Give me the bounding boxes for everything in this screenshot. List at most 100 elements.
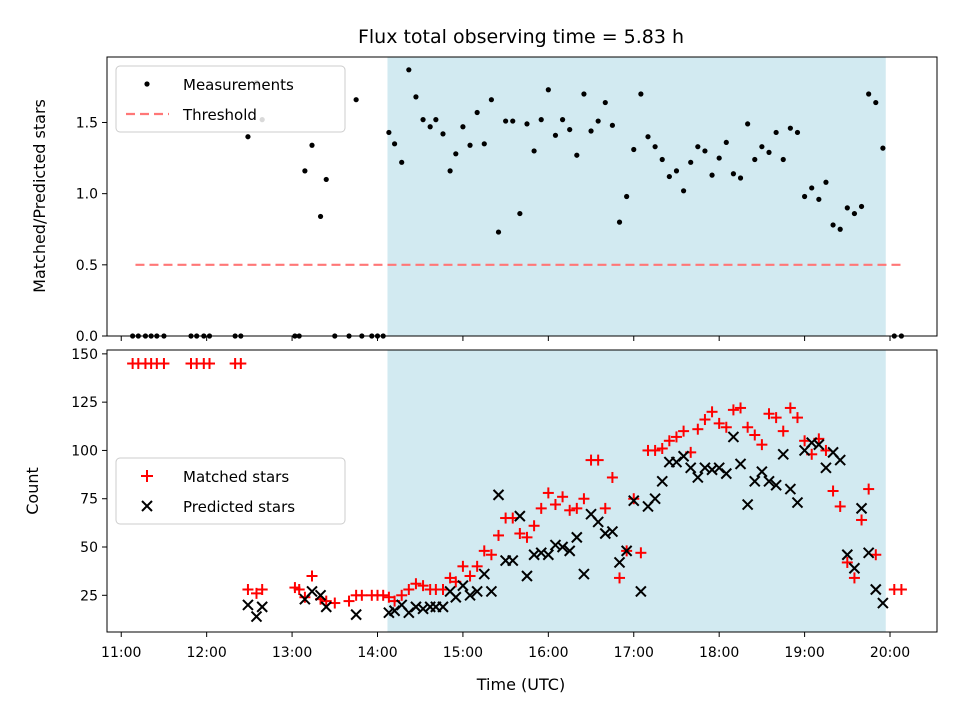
measurement-point [794, 129, 801, 136]
predicted-star-point [314, 589, 327, 602]
predicted-star-point [784, 483, 797, 495]
measurement-point [759, 144, 765, 150]
matched-star-point [343, 595, 355, 607]
measurement-point [851, 210, 858, 217]
predicted-star-point [535, 547, 547, 559]
predicted-star-point [692, 471, 704, 484]
matched-star-point [528, 520, 540, 532]
measurement-point [309, 142, 315, 148]
measurement-point [453, 151, 459, 157]
matched-star-point [863, 483, 875, 495]
predicted-star-point [492, 489, 505, 501]
measurement-point [406, 67, 412, 73]
top-legend-box [115, 65, 346, 133]
matched-star-point [635, 547, 647, 559]
matched-star-point [649, 444, 661, 456]
matched-star-point [749, 429, 761, 441]
matched-star-point [706, 406, 718, 418]
matched-star-point [856, 514, 868, 526]
matched-star-point [763, 408, 775, 420]
top-legend: Measurements Threshold [115, 65, 346, 133]
matched-star-point [777, 425, 789, 437]
predicted-star-point [563, 545, 576, 557]
predicted-star-point [813, 438, 825, 451]
measurement-point [652, 144, 658, 150]
matched-star-point [727, 404, 739, 416]
measurement-point [581, 91, 587, 97]
bottom-y-tick-label: 150 [71, 347, 98, 363]
matched-star-point [713, 417, 725, 429]
measurement-point [538, 117, 544, 123]
measurement-point [873, 99, 879, 106]
predicted-star-point [350, 608, 362, 621]
matched-star-point [493, 529, 505, 541]
measurement-point [730, 171, 737, 177]
x-tick-label: 12:00 [186, 645, 226, 661]
matched-star-point [235, 358, 247, 370]
measurement-point [801, 193, 808, 200]
measurement-point [447, 168, 453, 174]
measurement-point [323, 176, 329, 183]
measurement-point [673, 168, 680, 174]
predicted-star-point [649, 493, 661, 505]
matched-star-point [656, 443, 668, 455]
predicted-star-point [684, 462, 697, 474]
bottom-legend: Matched stars Predicted stars [115, 457, 346, 525]
legend-matched-marker [141, 470, 153, 482]
measurement-point [481, 141, 487, 147]
predicted-star-point [599, 527, 611, 540]
measurement-point [645, 134, 651, 140]
x-axis-label: Time (UTC) [476, 675, 565, 694]
measurement-point [880, 145, 886, 151]
matched-star-point [827, 485, 839, 497]
predicted-star-point [877, 597, 889, 609]
measurement-point [787, 125, 793, 131]
matched-star-point [799, 435, 811, 447]
predicted-star-point [250, 610, 263, 623]
measurement-point [302, 168, 308, 174]
measurement-point [624, 193, 630, 200]
measurement-point [680, 188, 687, 194]
top-y-tick-label: 1.5 [76, 115, 98, 131]
measurement-point [517, 210, 523, 217]
predicted-star-point [770, 479, 782, 491]
matched-star-point [478, 545, 490, 557]
predicted-star-point [820, 462, 832, 474]
matched-star-point [320, 595, 332, 607]
predicted-star-point [549, 539, 562, 551]
matched-star-point [628, 493, 640, 505]
matched-star-point [742, 421, 754, 433]
predicted-star-point [734, 458, 747, 470]
measurement-point [666, 173, 672, 180]
predicted-star-point [457, 579, 469, 592]
predicted-star-point [471, 585, 483, 598]
measurement-point [391, 141, 398, 147]
predicted-star-point [791, 496, 804, 509]
predicted-star-point [485, 585, 498, 598]
predicted-star-point [606, 525, 619, 538]
predicted-star-point [450, 591, 462, 603]
predicted-star-point [613, 556, 626, 569]
matched-star-point [557, 491, 569, 503]
matched-star-point [250, 587, 262, 599]
predicted-star-point [727, 431, 740, 443]
predicted-star-point [542, 549, 555, 561]
matched-star-point [848, 572, 860, 584]
matched-star-point [549, 499, 561, 511]
matched-star-point [383, 591, 395, 603]
predicted-star-point [592, 516, 604, 528]
matched-star-point [564, 504, 576, 516]
predicted-star-point [870, 583, 882, 596]
bottom-y-tick-label: 100 [71, 443, 98, 459]
top-y-tick-label: 0.0 [76, 329, 98, 345]
matched-star-point [242, 584, 254, 596]
measurement-point [816, 196, 822, 202]
measurement-point [503, 118, 509, 124]
top-panel: 0.0 0.5 1.0 1.5 Matched/Predicted stars Mea… [30, 56, 938, 345]
matched-star-point [293, 584, 305, 596]
predicted-star-point [578, 568, 590, 580]
matched-star-point [507, 512, 519, 524]
matched-star-point [692, 423, 704, 435]
top-x-tickmarks [120, 336, 891, 341]
